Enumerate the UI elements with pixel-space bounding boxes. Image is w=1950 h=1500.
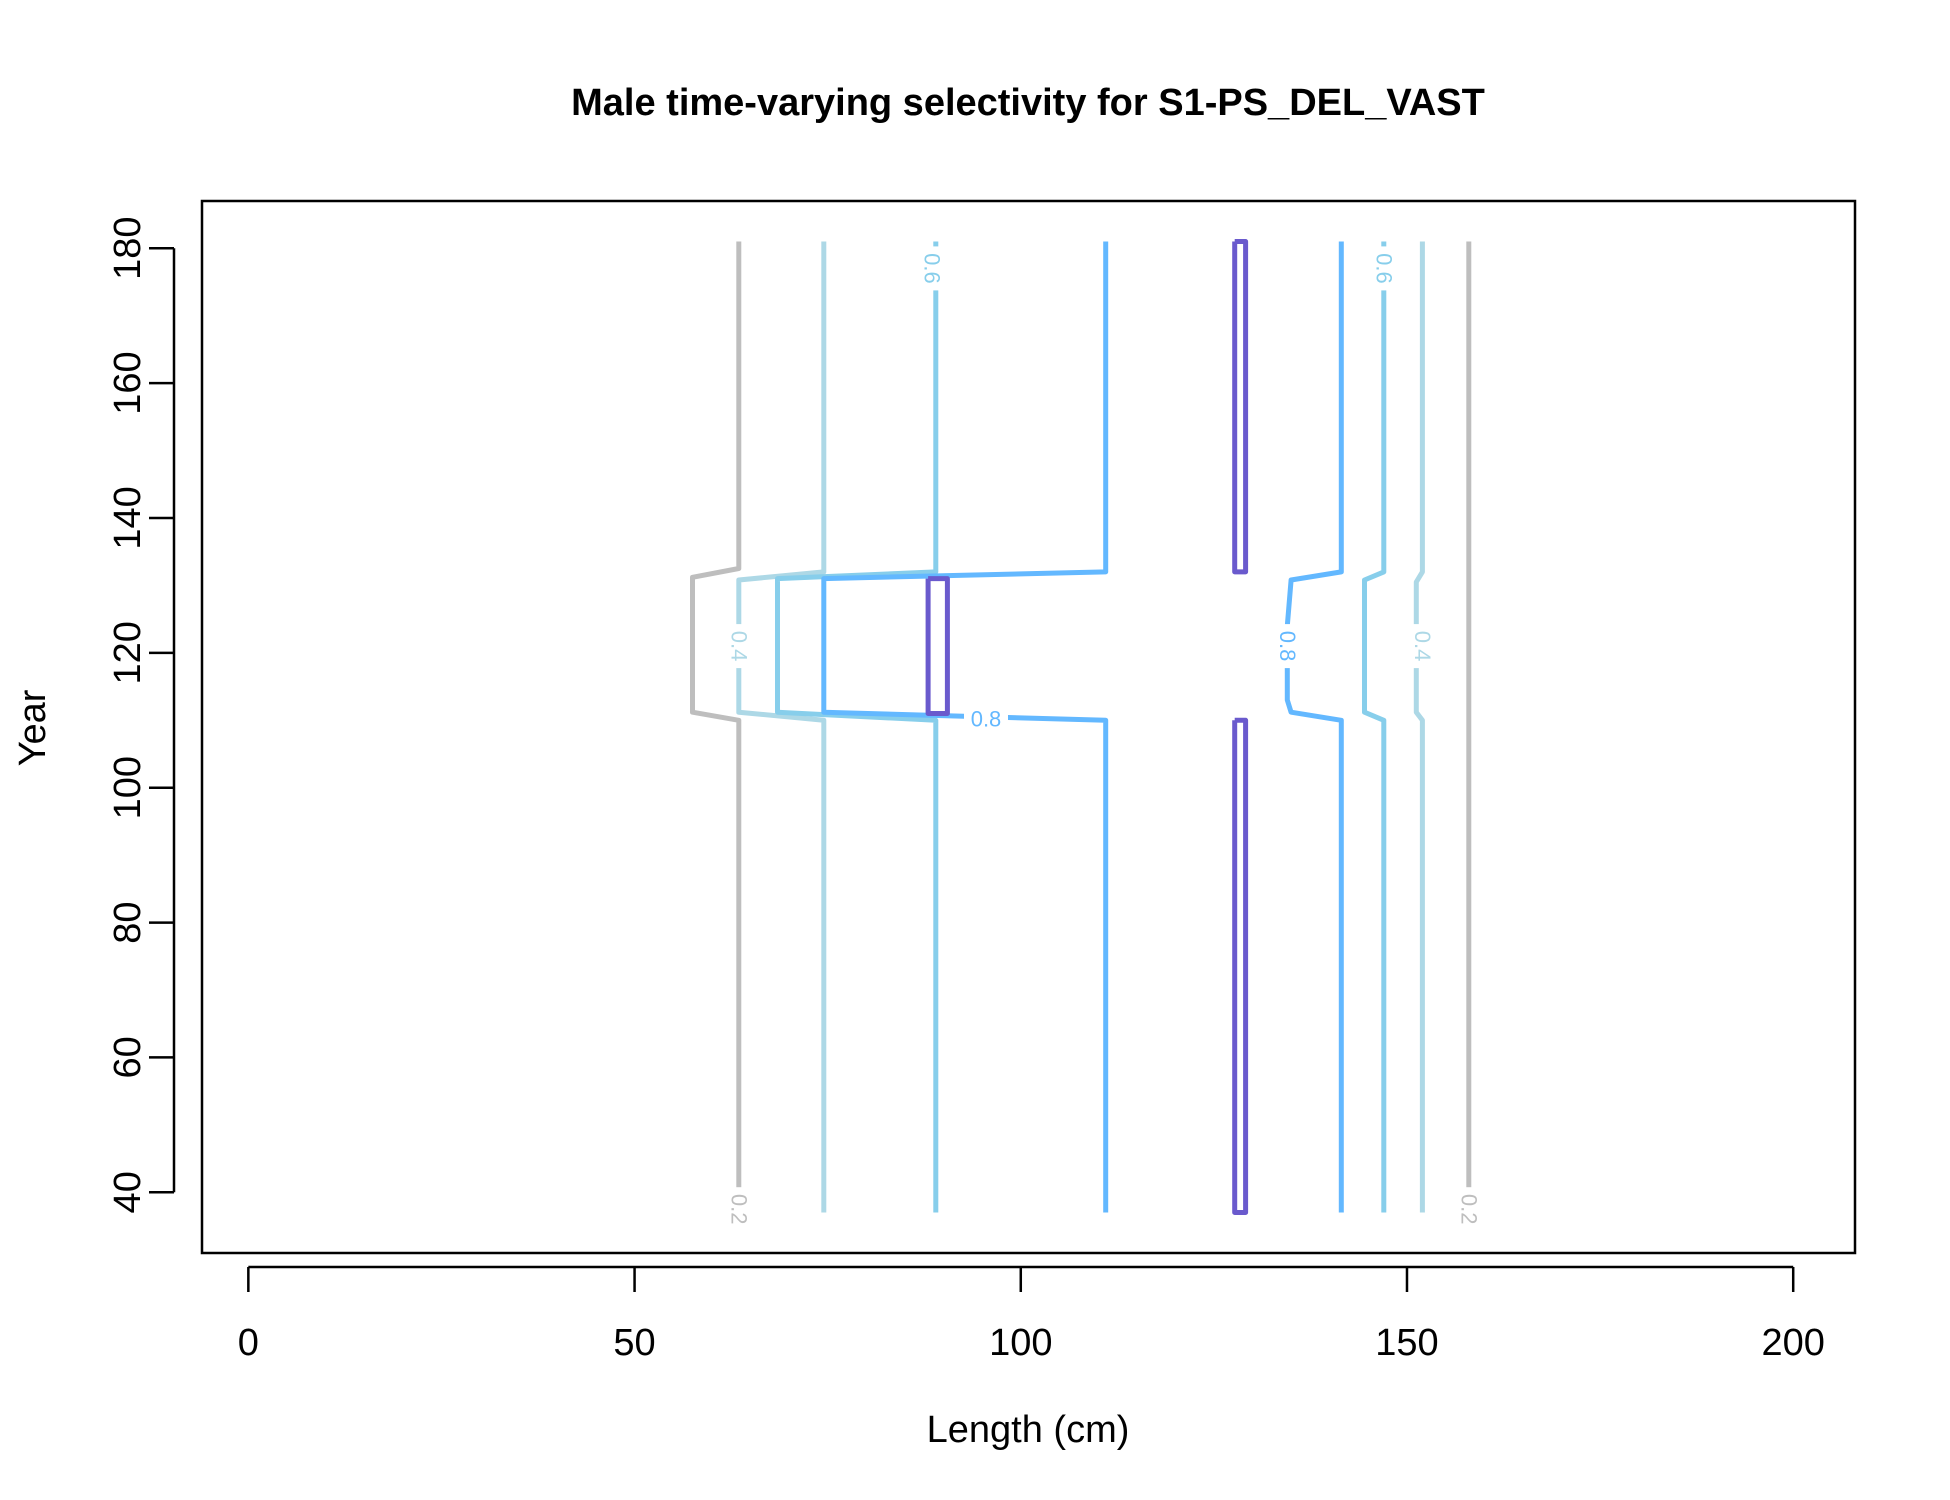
x-tick-label: 100: [989, 1322, 1052, 1364]
y-axis-title: Year: [12, 689, 54, 766]
x-tick-label: 200: [1762, 1322, 1825, 1364]
contour-label-text: 0.2: [726, 1194, 751, 1225]
contour-line-0-2-0: [690, 241, 742, 1213]
contour-label-0: 0.6: [917, 246, 946, 291]
contour-label-3: 0.4: [1408, 624, 1437, 669]
contour-line-0-8-7: [1284, 241, 1344, 1213]
contour-label-2: 0.4: [724, 624, 753, 669]
contour-label-text: 0.4: [1410, 631, 1435, 662]
y-tick-label: 80: [107, 901, 149, 943]
contour-label-gap: [724, 624, 753, 669]
y-tick-label: 60: [107, 1036, 149, 1078]
x-tick-label: 0: [238, 1322, 259, 1364]
contour-label-gap: [1408, 624, 1437, 669]
contour-label-1: 0.6: [1369, 246, 1398, 291]
x-tick-label: 150: [1375, 1322, 1438, 1364]
y-tick-label: 140: [107, 486, 149, 549]
contour-line-0-6-5: [1362, 241, 1387, 1213]
contour-label-4: 0.8: [1273, 624, 1302, 669]
x-axis-title: Length (cm): [927, 1409, 1130, 1451]
y-tick-label: 40: [107, 1171, 149, 1213]
contour-label-text: 0.8: [971, 706, 1002, 731]
contour-label-6: 0.2: [724, 1187, 753, 1232]
contour-line-0-6-4: [775, 241, 939, 1213]
contour-label-gap: [724, 1187, 753, 1232]
contour-label-7: 0.2: [1454, 1187, 1483, 1232]
contour-label-gap: [1454, 1187, 1483, 1232]
contour-label-gap: [964, 704, 1008, 733]
contour-label-text: 0.2: [1456, 1194, 1481, 1225]
contour-lines: [690, 239, 1472, 1215]
y-axis: 40 60 80 100 120 140 160 180: [107, 216, 176, 1213]
chart-title: Male time-varying selectivity for S1-PS_…: [571, 82, 1485, 124]
contour-label-gap: [917, 246, 946, 291]
contour-label-5: 0.8: [964, 704, 1008, 733]
contour-label-text: 0.6: [1371, 253, 1396, 284]
contour-label-text: 0.8: [1275, 631, 1300, 662]
contour-label-gap: [1273, 624, 1302, 669]
y-tick-label: 120: [107, 621, 149, 684]
contour-labels: 0.6 0.6 0.4 0.4 0.8 0.8 0.2 0.2: [724, 246, 1483, 1232]
contour-line-0-4-2: [736, 241, 827, 1213]
plot-area-border: [200, 199, 1857, 1255]
x-tick-label: 50: [613, 1322, 655, 1364]
contour-label-text: 0.4: [726, 631, 751, 662]
contour-label-text: 0.6: [919, 253, 944, 284]
contour-label-gap: [1369, 246, 1398, 291]
contour-line-1-10: [1232, 717, 1249, 1215]
contour-line-1-8: [925, 576, 950, 716]
contour-line-0-4-3: [1413, 241, 1425, 1213]
x-axis: 0 50 100 150 200: [238, 1265, 1825, 1364]
y-tick-label: 100: [107, 756, 149, 819]
contour-line-0-8-6: [821, 241, 1109, 1213]
y-tick-label: 160: [107, 351, 149, 414]
contour-line-1-9: [1232, 239, 1249, 575]
y-tick-label: 180: [107, 216, 149, 279]
